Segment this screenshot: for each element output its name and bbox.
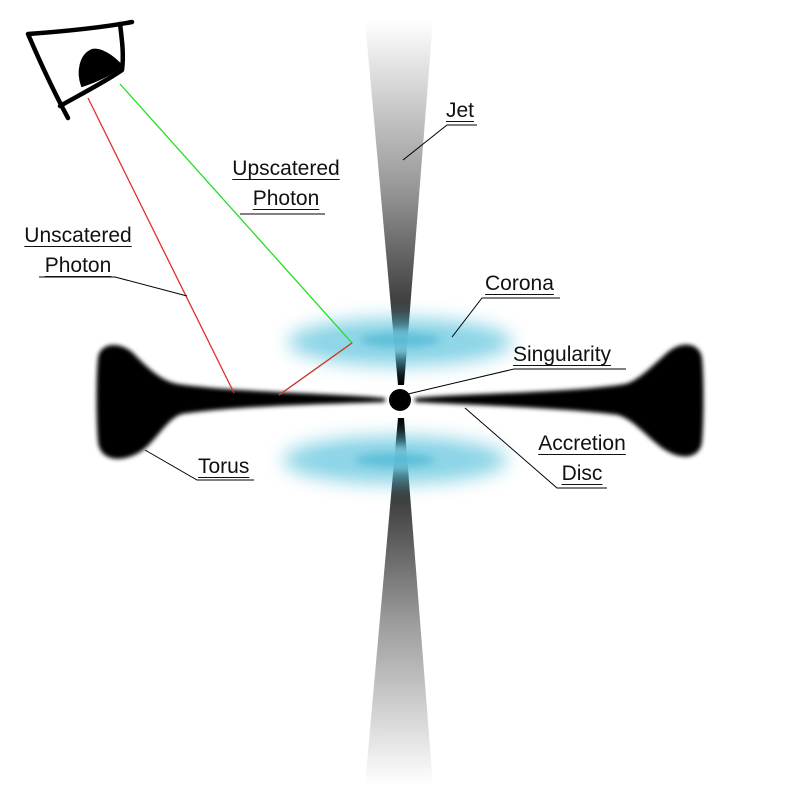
- singularity: [389, 389, 411, 411]
- corona-label: Corona: [485, 269, 554, 299]
- unscattered-photon-label-line1: Unscatered: [10, 221, 146, 251]
- accretion-disc-label-line1: Accretion: [522, 429, 642, 459]
- corona-bottom: [283, 436, 507, 484]
- corona-top: [288, 318, 512, 366]
- singularity-label: Singularity: [513, 340, 611, 370]
- torus-label: Torus: [198, 452, 249, 482]
- accretion-disc-label-line2: Disc: [522, 459, 642, 489]
- upscattered-photon-label-line2: Photon: [216, 184, 356, 214]
- eye-icon: [28, 22, 132, 118]
- upscattered-photon-label-line1: Upscatered: [216, 154, 356, 184]
- unscattered-photon-label-line2: Photon: [10, 251, 146, 281]
- jet-label: Jet: [446, 96, 474, 126]
